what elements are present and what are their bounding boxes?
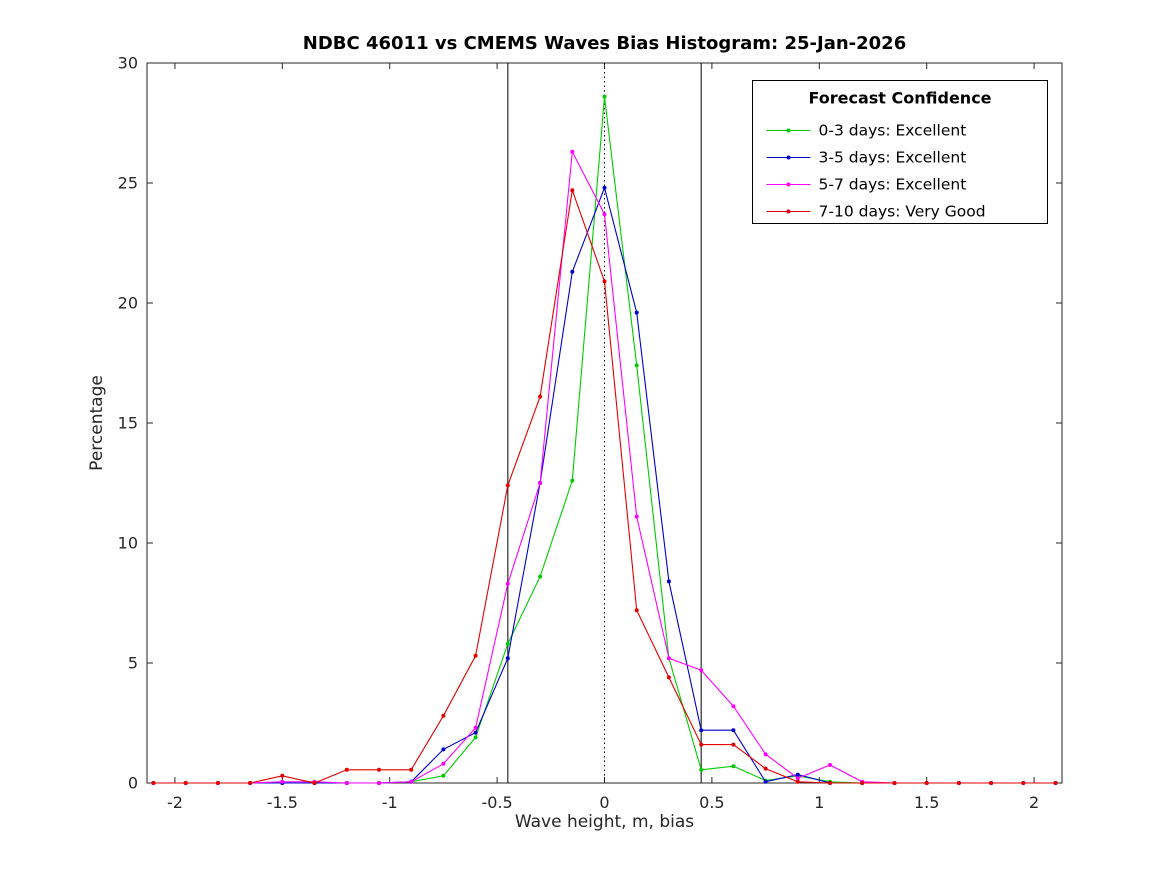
series-marker-3 <box>989 781 994 785</box>
series-marker-1 <box>634 310 639 315</box>
x-axis-label: Wave height, m, bias <box>514 812 695 832</box>
series-marker-3 <box>1053 781 1058 785</box>
series-marker-3 <box>248 781 253 785</box>
series-marker-2 <box>634 514 639 519</box>
series-marker-1 <box>666 579 671 584</box>
legend-marker <box>786 155 791 160</box>
series-marker-3 <box>570 188 575 193</box>
x-tick-label: 0.5 <box>699 793 724 812</box>
series-marker-3 <box>215 781 220 785</box>
series-marker-2 <box>441 761 446 766</box>
series-marker-1 <box>763 779 768 784</box>
y-tick-label: 25 <box>118 174 138 193</box>
series-marker-0 <box>634 363 639 368</box>
series-marker-3 <box>312 781 317 785</box>
series-marker-3 <box>666 675 671 680</box>
series-marker-3 <box>763 766 768 771</box>
series-marker-2 <box>377 781 381 785</box>
series-marker-3 <box>151 781 156 785</box>
x-tick-label: 2 <box>1029 793 1039 812</box>
legend-marker <box>786 182 791 187</box>
series-marker-3 <box>441 713 446 718</box>
series-marker-3 <box>699 742 704 747</box>
series-marker-3 <box>795 779 800 784</box>
series-marker-2 <box>473 725 478 730</box>
series-marker-0 <box>570 478 575 483</box>
x-tick-label: 1.5 <box>914 793 939 812</box>
x-tick-label: -0.5 <box>481 793 512 812</box>
series-marker-3 <box>892 781 897 785</box>
legend-entry-label: 0-3 days: Excellent <box>819 122 967 140</box>
series-marker-3 <box>505 483 510 488</box>
series-marker-3 <box>538 394 543 399</box>
series-marker-1 <box>731 728 736 733</box>
series-marker-2 <box>795 776 800 781</box>
legend-marker <box>786 209 791 214</box>
series-marker-3 <box>409 767 414 772</box>
series-marker-0 <box>538 574 543 579</box>
series-marker-0 <box>505 641 510 646</box>
legend-entry-label: 5-7 days: Excellent <box>819 176 967 194</box>
series-marker-0 <box>699 767 704 772</box>
series-marker-1 <box>570 269 575 274</box>
series-marker-2 <box>280 779 285 784</box>
x-tick-label: -2 <box>167 793 183 812</box>
series-marker-3 <box>634 608 639 613</box>
series-marker-3 <box>183 781 188 785</box>
series-marker-3 <box>473 653 478 658</box>
x-tick-label: -1.5 <box>267 793 298 812</box>
series-marker-3 <box>924 781 929 785</box>
series-marker-1 <box>473 730 478 735</box>
legend-entry-label: 7-10 days: Very Good <box>819 203 986 221</box>
series-marker-0 <box>441 773 446 778</box>
series-marker-3 <box>1021 781 1026 785</box>
x-tick-label: 1 <box>814 793 824 812</box>
series-marker-3 <box>280 773 285 778</box>
y-tick-label: 10 <box>118 534 138 553</box>
series-marker-2 <box>666 656 671 661</box>
y-tick-label: 5 <box>128 654 138 673</box>
series-marker-0 <box>473 735 478 740</box>
series-marker-3 <box>602 279 607 284</box>
series-marker-2 <box>538 481 543 485</box>
series-marker-3 <box>731 742 736 747</box>
series-marker-2 <box>828 763 832 767</box>
series-marker-2 <box>731 704 736 709</box>
series-marker-2 <box>505 581 510 586</box>
y-tick-label: 15 <box>118 414 138 433</box>
series-marker-1 <box>699 728 704 733</box>
series-marker-2 <box>602 212 607 217</box>
series-line-2 <box>153 149 1056 784</box>
series-marker-3 <box>956 781 961 785</box>
series-marker-0 <box>731 764 736 769</box>
y-axis-label: Percentage <box>87 375 107 471</box>
series-marker-1 <box>602 185 607 190</box>
y-tick-label: 0 <box>128 774 138 793</box>
series-marker-3 <box>828 781 832 785</box>
y-tick-label: 30 <box>118 54 138 73</box>
series-marker-2 <box>699 668 704 673</box>
legend-entry-label: 3-5 days: Excellent <box>819 149 967 167</box>
legend-box <box>752 80 1048 224</box>
series-marker-3 <box>377 767 381 772</box>
x-tick-label: -1 <box>382 793 398 812</box>
series-marker-2 <box>409 779 414 784</box>
series-marker-2 <box>763 752 768 757</box>
series-marker-1 <box>441 747 446 752</box>
series-marker-2 <box>344 781 349 785</box>
series-marker-3 <box>860 781 865 785</box>
chart-title: NDBC 46011 vs CMEMS Waves Bias Histogram… <box>302 33 907 54</box>
series-marker-0 <box>602 94 607 99</box>
y-tick-label: 20 <box>118 294 138 313</box>
series-marker-2 <box>570 149 575 154</box>
series-marker-1 <box>505 656 510 661</box>
series-marker-3 <box>344 767 349 772</box>
legend-title: Forecast Confidence <box>808 89 991 108</box>
x-tick-label: 0 <box>599 793 609 812</box>
series-marker-1 <box>795 772 800 777</box>
legend-marker <box>786 128 791 133</box>
